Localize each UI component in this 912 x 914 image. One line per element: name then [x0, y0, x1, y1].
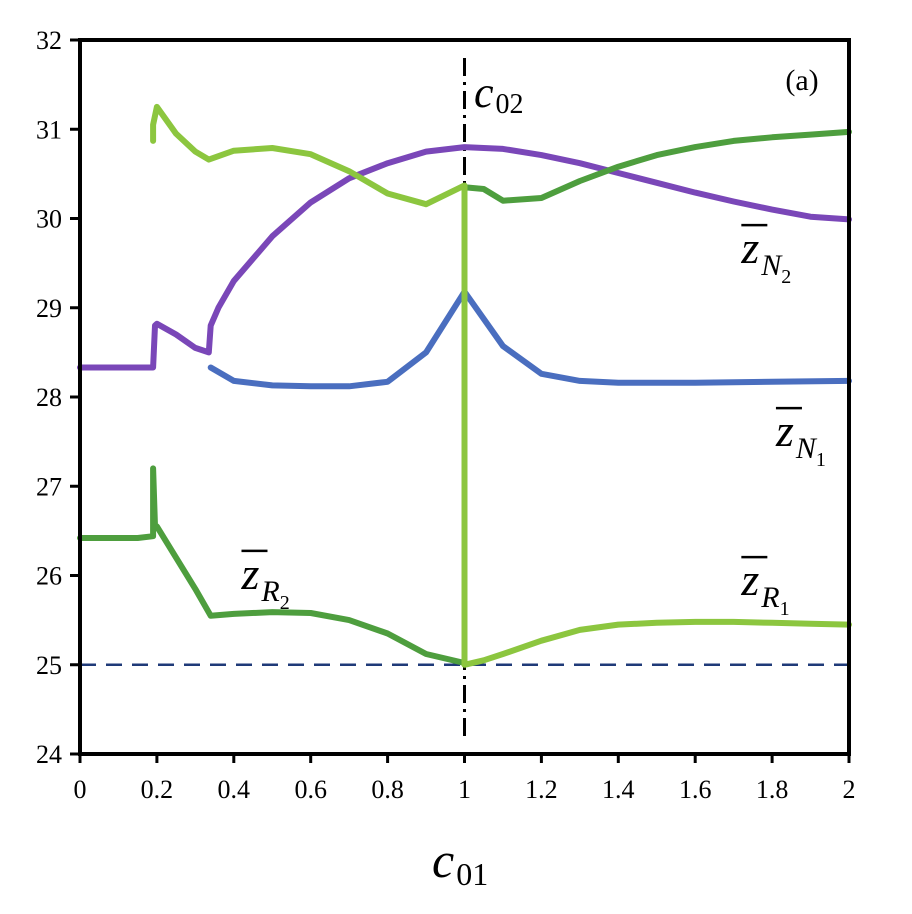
c02-label-main: c — [474, 68, 494, 117]
x-tick-label-0-4: 0.4 — [218, 775, 251, 804]
annotation-subsub: 1 — [816, 449, 826, 471]
annotation-subsub: 2 — [781, 266, 791, 288]
tick-marks — [70, 38, 851, 763]
y-tick-label-32: 32 — [36, 26, 62, 55]
annotation-subsub: 2 — [280, 592, 290, 614]
x-axis-label-sub: 01 — [456, 856, 488, 892]
annotation-sub: N — [795, 432, 818, 465]
series-line-z-n2 — [77, 144, 852, 371]
series-line-z-r2 — [77, 128, 852, 666]
annotation-z-n1: zN1 — [775, 405, 826, 471]
x-tick-label-1-8: 1.8 — [756, 775, 789, 804]
x-tick-label-1-2: 1.2 — [525, 775, 558, 804]
x-tick-label-1: 1 — [458, 775, 471, 804]
annotation-main: z — [240, 548, 259, 599]
series-line-z-r1 — [150, 103, 852, 668]
x-tick-label-1-6: 1.6 — [679, 775, 712, 804]
panel-label: (a) — [785, 64, 818, 97]
x-axis-label: c01 — [432, 832, 488, 892]
annotation-label: zN2 — [740, 222, 791, 288]
x-tick-label-1-4: 1.4 — [602, 775, 635, 804]
y-tick-label-27: 27 — [36, 472, 62, 501]
annotation-main: z — [740, 554, 759, 605]
annotation-sub: R — [260, 575, 279, 608]
series-lines — [77, 103, 852, 668]
x-tick-label-0-2: 0.2 — [141, 775, 174, 804]
y-tick-label-30: 30 — [36, 205, 62, 234]
annotation-z-r1: zR1 — [740, 554, 789, 620]
annotation-sub: N — [760, 249, 783, 282]
annotation-main: z — [740, 222, 759, 273]
y-tick-label-28: 28 — [36, 383, 62, 412]
x-tick-label-0-6: 0.6 — [294, 775, 327, 804]
annotation-subsub: 1 — [780, 598, 790, 620]
y-tick-label-25: 25 — [36, 651, 62, 680]
y-tick-label-24: 24 — [36, 740, 62, 769]
annotation-z-n2: zN2 — [740, 222, 791, 288]
series-line-z-n1 — [207, 288, 852, 390]
c02-label-sub: 02 — [496, 89, 524, 120]
c02-label: c02 — [474, 68, 524, 120]
annotation-label: zR2 — [240, 548, 289, 614]
x-tick-label-0-8: 0.8 — [371, 775, 404, 804]
x-tick-label-0: 0 — [74, 775, 87, 804]
y-tick-label-26: 26 — [36, 562, 62, 591]
x-axis-label-main: c — [432, 832, 454, 888]
y-tick-label-29: 29 — [36, 294, 62, 323]
annotation-main: z — [775, 405, 794, 456]
x-tick-label-2: 2 — [843, 775, 856, 804]
annotation-label: zR1 — [740, 554, 789, 620]
annotation-sub: R — [760, 581, 779, 614]
annotation-label: zN1 — [775, 405, 826, 471]
tick-labels: 0 0.2 0.4 0.6 0.8 1 1.2 1.4 1.6 1.8 2 24 25 26 27 28 29 3… — [36, 26, 856, 804]
y-tick-label-31: 31 — [36, 115, 62, 144]
annotation-z-r2: zR2 — [240, 548, 289, 614]
